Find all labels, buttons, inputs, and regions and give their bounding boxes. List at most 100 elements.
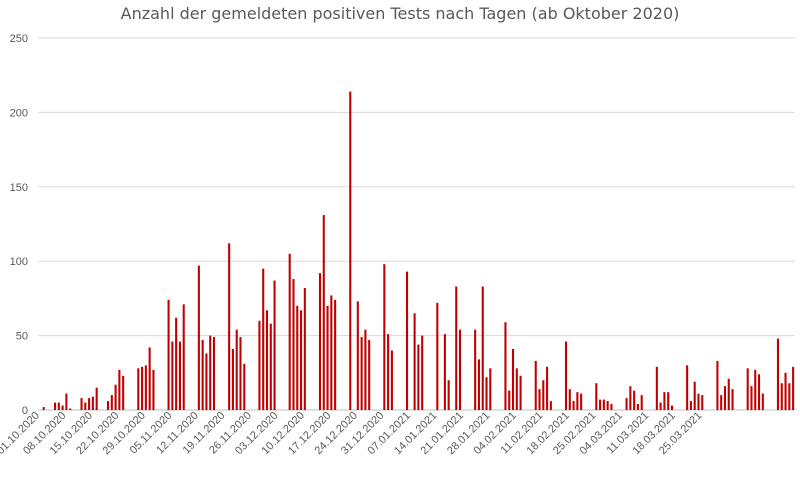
bar <box>504 322 507 410</box>
y-tick-label: 100 <box>10 256 28 268</box>
bar <box>106 401 110 410</box>
bar <box>273 280 276 410</box>
bar <box>421 335 424 410</box>
bar <box>356 301 359 410</box>
bar <box>91 396 94 410</box>
bar <box>296 305 299 410</box>
bar <box>693 381 696 410</box>
bar <box>697 393 700 410</box>
bar <box>633 390 636 410</box>
bar <box>659 402 662 410</box>
bar <box>178 341 181 410</box>
y-tick-label: 250 <box>10 33 28 45</box>
bar <box>95 387 98 410</box>
bar <box>110 395 113 410</box>
bar <box>269 323 272 410</box>
bar <box>477 359 480 410</box>
bar <box>780 383 783 410</box>
bar <box>406 271 409 410</box>
bar <box>141 366 144 410</box>
bar <box>534 360 537 410</box>
bar <box>701 395 704 410</box>
bar <box>330 295 333 410</box>
bar <box>114 384 117 410</box>
bar <box>258 320 261 410</box>
bar <box>443 334 446 410</box>
bar <box>265 310 269 410</box>
y-tick-label: 200 <box>10 107 28 119</box>
bar <box>689 401 692 410</box>
bar <box>88 398 91 410</box>
bar <box>481 286 484 410</box>
bar <box>746 368 749 410</box>
bar <box>670 405 674 410</box>
bar <box>231 348 234 410</box>
bar <box>576 392 579 410</box>
bar <box>572 401 575 410</box>
bar <box>239 337 242 410</box>
bar <box>720 395 723 410</box>
bar <box>175 317 178 410</box>
bar <box>542 380 545 410</box>
bar <box>580 393 583 410</box>
bar <box>686 365 689 410</box>
bar <box>118 369 121 410</box>
bar <box>568 389 571 410</box>
bar <box>84 402 87 410</box>
bar <box>731 389 734 410</box>
bar <box>383 264 386 410</box>
y-axis-ticks: 0 50 100 150 200 250 <box>10 33 28 417</box>
bar <box>148 347 151 410</box>
bar <box>727 378 730 410</box>
bar <box>750 386 753 410</box>
bar <box>754 369 757 410</box>
bar <box>417 344 420 410</box>
bar <box>458 329 462 410</box>
bar <box>364 329 367 410</box>
bar <box>42 407 45 410</box>
bar <box>784 372 787 410</box>
bar <box>182 304 185 410</box>
bar <box>629 386 632 410</box>
bar <box>606 401 609 410</box>
bar <box>776 338 780 410</box>
bar <box>57 402 60 410</box>
bar <box>197 265 200 410</box>
bar <box>515 368 518 410</box>
bar <box>788 383 791 410</box>
bar <box>318 273 322 410</box>
bar <box>144 365 147 410</box>
bar <box>137 368 140 410</box>
bar <box>758 374 761 410</box>
bar <box>511 348 515 410</box>
bar <box>474 329 477 410</box>
bar <box>792 366 795 410</box>
chart-title: Anzahl der gemeldeten positiven Tests na… <box>120 4 680 23</box>
bar <box>69 408 72 410</box>
bar <box>300 310 303 410</box>
bar <box>235 329 238 410</box>
bar <box>65 393 68 410</box>
x-axis-ticks: 01.10.202008.10.202015.10.202022.10.2020… <box>0 410 704 457</box>
bar <box>595 383 598 410</box>
bar <box>171 341 174 410</box>
bar <box>212 337 216 410</box>
grid-layer <box>38 37 795 411</box>
bar <box>349 91 352 410</box>
bar <box>655 366 658 410</box>
bar <box>636 404 639 410</box>
bar <box>387 334 390 410</box>
bar <box>519 375 522 410</box>
bar <box>262 268 265 410</box>
bar <box>80 398 83 410</box>
bar <box>53 402 57 410</box>
bar <box>167 299 170 410</box>
bar <box>455 286 458 410</box>
bar <box>546 366 549 410</box>
bar-layer <box>42 91 795 410</box>
bar <box>716 360 719 410</box>
bar <box>303 287 306 410</box>
y-tick-label: 150 <box>10 182 28 194</box>
bar <box>610 404 613 410</box>
